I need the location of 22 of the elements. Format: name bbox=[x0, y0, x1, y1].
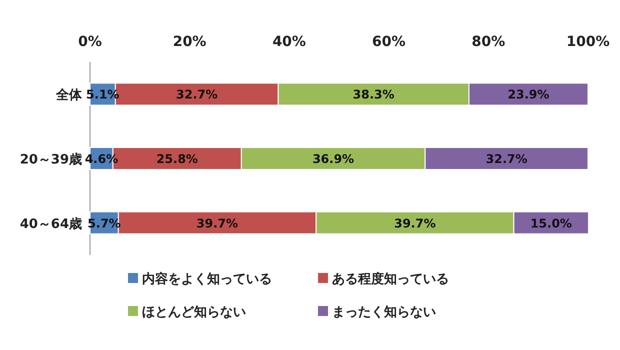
x-tick-label: 0% bbox=[78, 34, 102, 50]
data-label: 32.7% bbox=[486, 152, 528, 166]
data-label: 15.0% bbox=[530, 216, 572, 230]
x-tick-label: 80% bbox=[472, 34, 506, 50]
data-label: 38.3% bbox=[352, 88, 394, 102]
legend-label: ほとんど知らない bbox=[142, 305, 246, 320]
y-tick-label: 全体 bbox=[55, 88, 83, 104]
y-tick-label: 20～39歳 bbox=[20, 152, 82, 168]
data-label: 39.7% bbox=[196, 216, 238, 230]
data-label: 25.8% bbox=[156, 152, 198, 166]
data-label: 39.7% bbox=[394, 216, 436, 230]
x-tick-label: 100% bbox=[566, 34, 610, 50]
x-tick-label: 60% bbox=[372, 34, 406, 50]
data-label: 32.7% bbox=[176, 88, 218, 102]
data-label: 36.9% bbox=[312, 152, 354, 166]
x-tick-label: 40% bbox=[272, 34, 306, 50]
legend-label: 内容をよく知っている bbox=[142, 271, 272, 287]
legend-label: まったく知らない bbox=[332, 305, 436, 320]
legend-label: ある程度知っている bbox=[332, 271, 449, 287]
data-label: 23.9% bbox=[508, 88, 550, 102]
y-tick-label: 40～64歳 bbox=[20, 216, 82, 232]
x-tick-label: 20% bbox=[172, 34, 206, 50]
